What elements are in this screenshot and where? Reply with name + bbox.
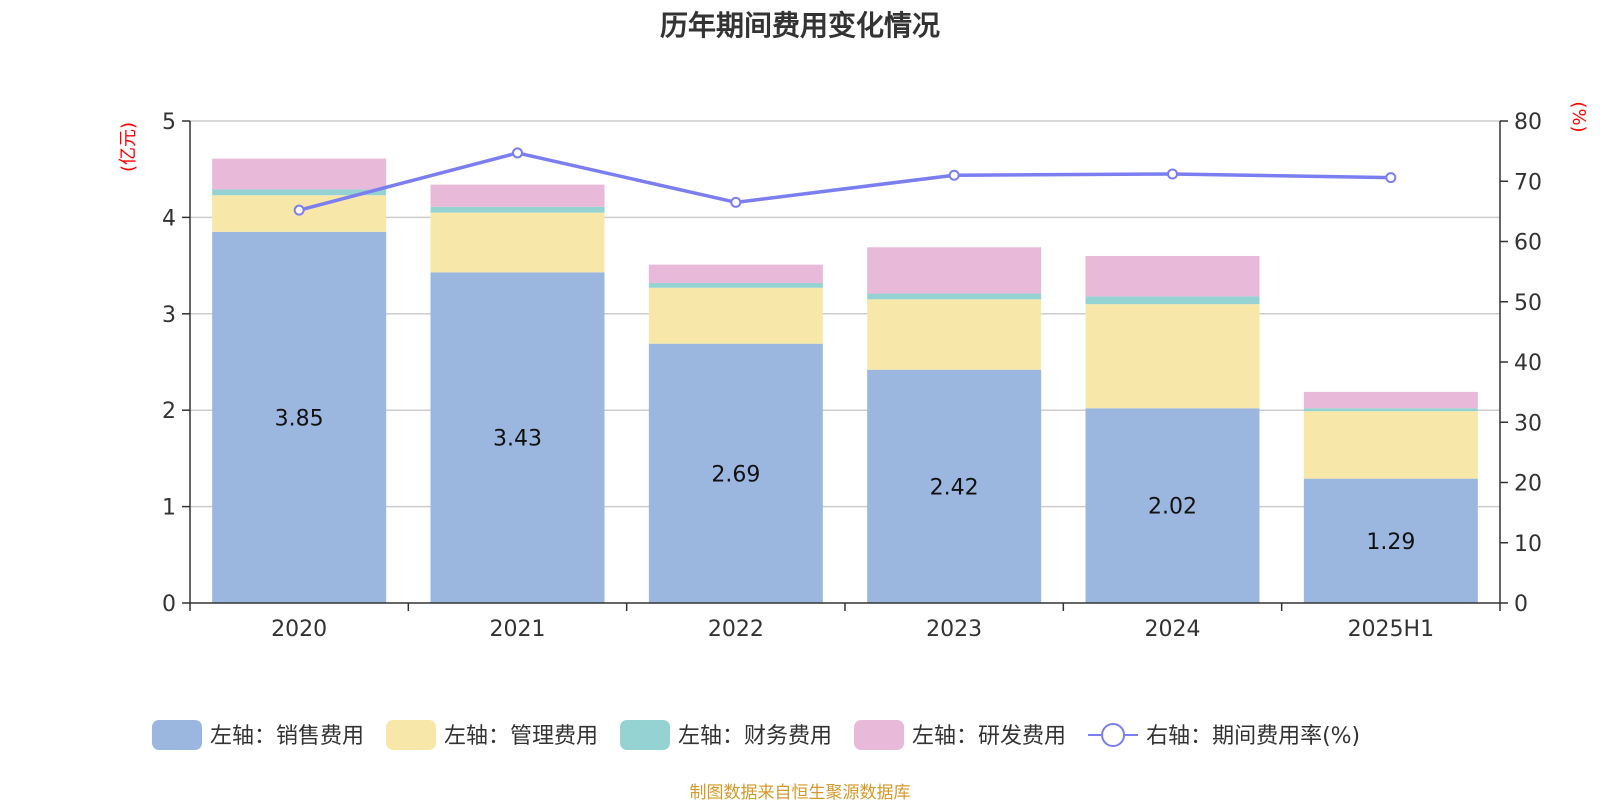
source-note: 制图数据来自恒生聚源数据库 xyxy=(689,783,911,803)
bar-segment xyxy=(1303,411,1478,479)
bar-segment xyxy=(430,272,605,603)
bar-value-label: 2.69 xyxy=(711,462,760,487)
legend-swatch xyxy=(152,720,202,750)
bar-segment xyxy=(430,212,605,273)
bar-segment xyxy=(648,287,823,344)
left-axis-tick-label: 3 xyxy=(162,303,176,328)
legend-marker-icon xyxy=(1101,723,1126,747)
bar-value-label: 2.02 xyxy=(1148,495,1197,520)
rate-line-point xyxy=(293,204,305,216)
left-axis-unit: (亿元) xyxy=(118,122,139,172)
legend-swatch xyxy=(620,720,671,750)
bar-segment xyxy=(212,189,387,196)
left-axis-tick-label: 4 xyxy=(162,206,176,231)
right-axis-tick-label: 30 xyxy=(1514,411,1542,436)
bar-segment xyxy=(430,206,605,213)
bar-segment xyxy=(212,158,387,190)
bar-value-label: 1.29 xyxy=(1366,530,1415,555)
legend-swatch xyxy=(386,720,437,750)
bar-segment xyxy=(1303,408,1478,412)
rate-line-point xyxy=(1385,172,1397,184)
legend-label: 左轴：管理费用 xyxy=(444,724,598,749)
bar-value-label: 3.85 xyxy=(275,406,324,431)
legend-label: 左轴：财务费用 xyxy=(678,724,832,749)
bars xyxy=(212,158,1478,604)
right-axis-tick-label: 50 xyxy=(1514,291,1542,316)
bar-segment xyxy=(1085,296,1260,305)
bar-segment xyxy=(867,369,1042,603)
right-axis-tick-label: 60 xyxy=(1514,231,1542,256)
rate-line-point xyxy=(1167,168,1178,180)
bar-segment xyxy=(1303,391,1478,409)
rate-line-path xyxy=(298,151,1391,212)
x-axis-tick-label: 2022 xyxy=(708,617,764,642)
rate-line-point xyxy=(730,196,742,208)
rate-line-point xyxy=(512,147,523,159)
legend-label: 左轴：研发费用 xyxy=(912,724,1066,749)
x-axis-tick-label: 2021 xyxy=(490,617,546,642)
data-labels: 3.85 3.43 2.69 2.42 2.02 1.29 xyxy=(275,406,1416,554)
left-axis-tick-label: 2 xyxy=(162,399,176,424)
bar-segment xyxy=(648,282,823,288)
legend-label: 左轴：销售费用 xyxy=(210,724,364,749)
bar-segment xyxy=(430,184,605,207)
bar-value-label: 2.42 xyxy=(930,475,979,500)
x-axis-tick-label: 2025H1 xyxy=(1348,617,1435,642)
right-axis-tick-label: 70 xyxy=(1514,170,1542,195)
bar-segment xyxy=(867,299,1042,370)
right-axis-tick-label: 0 xyxy=(1514,592,1528,617)
left-axis-tick-label: 5 xyxy=(162,110,176,135)
right-axis-unit: (%) xyxy=(1568,101,1589,132)
legend-label: 右轴：期间费用率(%) xyxy=(1146,724,1360,749)
bar-segment xyxy=(1085,408,1260,603)
left-axis-tick-label: 1 xyxy=(162,496,176,521)
bar-segment xyxy=(1303,478,1478,603)
rate-line xyxy=(293,147,1397,216)
right-axis-tick-label: 10 xyxy=(1514,532,1542,557)
right-axis-tick-label: 20 xyxy=(1514,472,1542,497)
bar-segment xyxy=(867,247,1042,294)
grid-lines xyxy=(190,120,1500,508)
x-axis-tick-label: 2020 xyxy=(271,617,327,642)
bar-segment xyxy=(1085,304,1260,409)
bar-segment xyxy=(1085,255,1260,297)
bar-value-label: 3.43 xyxy=(493,427,542,452)
bar-segment xyxy=(212,231,387,604)
left-axis-tick-label: 0 xyxy=(162,592,176,617)
chart-title: 历年期间费用变化情况 xyxy=(659,9,940,42)
bar-segment xyxy=(648,264,823,283)
x-axis-tick-label: 2023 xyxy=(926,617,982,642)
x-axis-tick-label: 2024 xyxy=(1145,617,1201,642)
legend-swatch xyxy=(854,720,905,750)
right-axis-tick-label: 40 xyxy=(1514,351,1542,376)
bar-segment xyxy=(867,293,1042,300)
bar-segment xyxy=(648,343,823,603)
rate-line-point xyxy=(948,169,960,181)
right-axis-tick-label: 80 xyxy=(1514,110,1542,135)
legend: 左轴：销售费用 左轴：管理费用 左轴：财务费用 左轴：研发费用 右轴：期间费用率(%) xyxy=(152,720,1360,750)
